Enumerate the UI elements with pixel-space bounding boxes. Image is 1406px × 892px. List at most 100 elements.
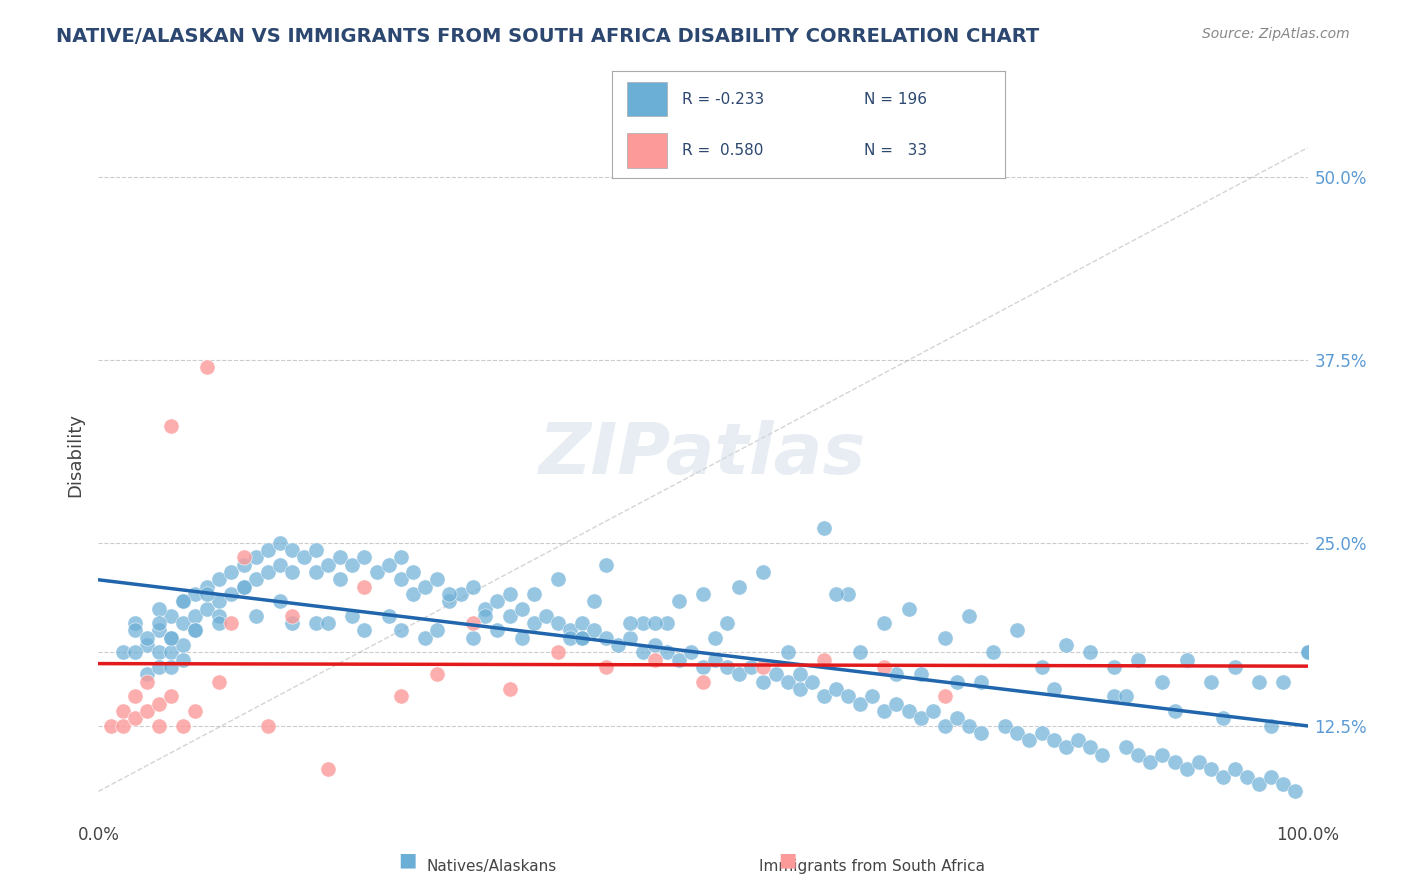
Point bbox=[957, 718, 980, 732]
Point bbox=[377, 558, 399, 572]
Point bbox=[172, 718, 194, 732]
Point bbox=[1249, 674, 1271, 689]
Point bbox=[256, 718, 278, 732]
Point bbox=[148, 718, 170, 732]
Point bbox=[837, 587, 859, 601]
Point bbox=[534, 608, 557, 623]
Point bbox=[498, 608, 520, 623]
Point bbox=[184, 624, 207, 638]
FancyBboxPatch shape bbox=[627, 134, 666, 168]
Point bbox=[655, 616, 678, 631]
Point bbox=[837, 690, 859, 704]
Point bbox=[510, 631, 533, 645]
Point bbox=[329, 572, 352, 586]
Text: NATIVE/ALASKAN VS IMMIGRANTS FROM SOUTH AFRICA DISABILITY CORRELATION CHART: NATIVE/ALASKAN VS IMMIGRANTS FROM SOUTH … bbox=[56, 27, 1039, 45]
Point bbox=[547, 572, 569, 586]
Point bbox=[305, 543, 328, 558]
Text: R = -0.233: R = -0.233 bbox=[682, 92, 765, 107]
FancyBboxPatch shape bbox=[627, 82, 666, 116]
Point bbox=[232, 558, 254, 572]
Point bbox=[910, 711, 932, 725]
Point bbox=[377, 608, 399, 623]
Point bbox=[910, 667, 932, 681]
Point bbox=[1212, 770, 1234, 784]
Point bbox=[426, 667, 449, 681]
Point bbox=[873, 660, 896, 674]
Point bbox=[160, 645, 183, 659]
Point bbox=[256, 565, 278, 579]
Point bbox=[221, 587, 243, 601]
Point bbox=[1272, 674, 1295, 689]
Point bbox=[1152, 747, 1174, 762]
Point bbox=[692, 660, 714, 674]
Point bbox=[172, 653, 194, 667]
Point bbox=[981, 645, 1004, 659]
Point bbox=[160, 631, 183, 645]
Point bbox=[752, 674, 775, 689]
Point bbox=[946, 711, 969, 725]
Point bbox=[148, 601, 170, 615]
Point bbox=[366, 565, 388, 579]
Point bbox=[463, 616, 485, 631]
Point bbox=[342, 608, 364, 623]
Point bbox=[934, 718, 956, 732]
Point bbox=[413, 631, 436, 645]
Point bbox=[716, 660, 738, 674]
Point bbox=[160, 608, 183, 623]
Point bbox=[583, 594, 606, 608]
Point bbox=[232, 550, 254, 565]
Point bbox=[135, 638, 157, 652]
Point bbox=[474, 601, 496, 615]
Point bbox=[655, 645, 678, 659]
Point bbox=[776, 645, 799, 659]
Point bbox=[232, 580, 254, 594]
Point bbox=[208, 594, 231, 608]
Point bbox=[523, 616, 546, 631]
Point bbox=[195, 580, 218, 594]
Point bbox=[1163, 755, 1185, 769]
Point bbox=[316, 616, 339, 631]
Point bbox=[631, 645, 654, 659]
Point bbox=[450, 587, 472, 601]
Point bbox=[1284, 784, 1306, 798]
Point bbox=[1102, 690, 1125, 704]
Point bbox=[148, 660, 170, 674]
Point bbox=[474, 608, 496, 623]
Point bbox=[813, 690, 835, 704]
Point bbox=[1175, 763, 1198, 777]
Point bbox=[305, 616, 328, 631]
Point bbox=[353, 624, 375, 638]
Point bbox=[437, 587, 460, 601]
Point bbox=[813, 521, 835, 535]
Text: Source: ZipAtlas.com: Source: ZipAtlas.com bbox=[1202, 27, 1350, 41]
Point bbox=[1272, 777, 1295, 791]
Point bbox=[135, 674, 157, 689]
Point bbox=[413, 580, 436, 594]
Text: Natives/Alaskans: Natives/Alaskans bbox=[427, 859, 557, 874]
Point bbox=[897, 704, 920, 718]
Point bbox=[498, 587, 520, 601]
Point bbox=[1188, 755, 1211, 769]
Point bbox=[316, 558, 339, 572]
Text: Immigrants from South Africa: Immigrants from South Africa bbox=[759, 859, 984, 874]
Point bbox=[860, 690, 883, 704]
Point bbox=[716, 616, 738, 631]
Point bbox=[437, 594, 460, 608]
Point bbox=[281, 543, 304, 558]
Point bbox=[1296, 645, 1319, 659]
Point bbox=[245, 608, 267, 623]
Point bbox=[426, 624, 449, 638]
Point bbox=[897, 601, 920, 615]
Point bbox=[1054, 638, 1077, 652]
Point bbox=[1175, 653, 1198, 667]
Point bbox=[1007, 726, 1029, 740]
Point bbox=[316, 763, 339, 777]
Point bbox=[135, 667, 157, 681]
Text: ZIPatlas: ZIPatlas bbox=[540, 420, 866, 490]
Point bbox=[232, 580, 254, 594]
Point bbox=[644, 616, 666, 631]
Point bbox=[728, 667, 751, 681]
Point bbox=[1067, 733, 1090, 747]
Point bbox=[1152, 674, 1174, 689]
Point bbox=[776, 674, 799, 689]
